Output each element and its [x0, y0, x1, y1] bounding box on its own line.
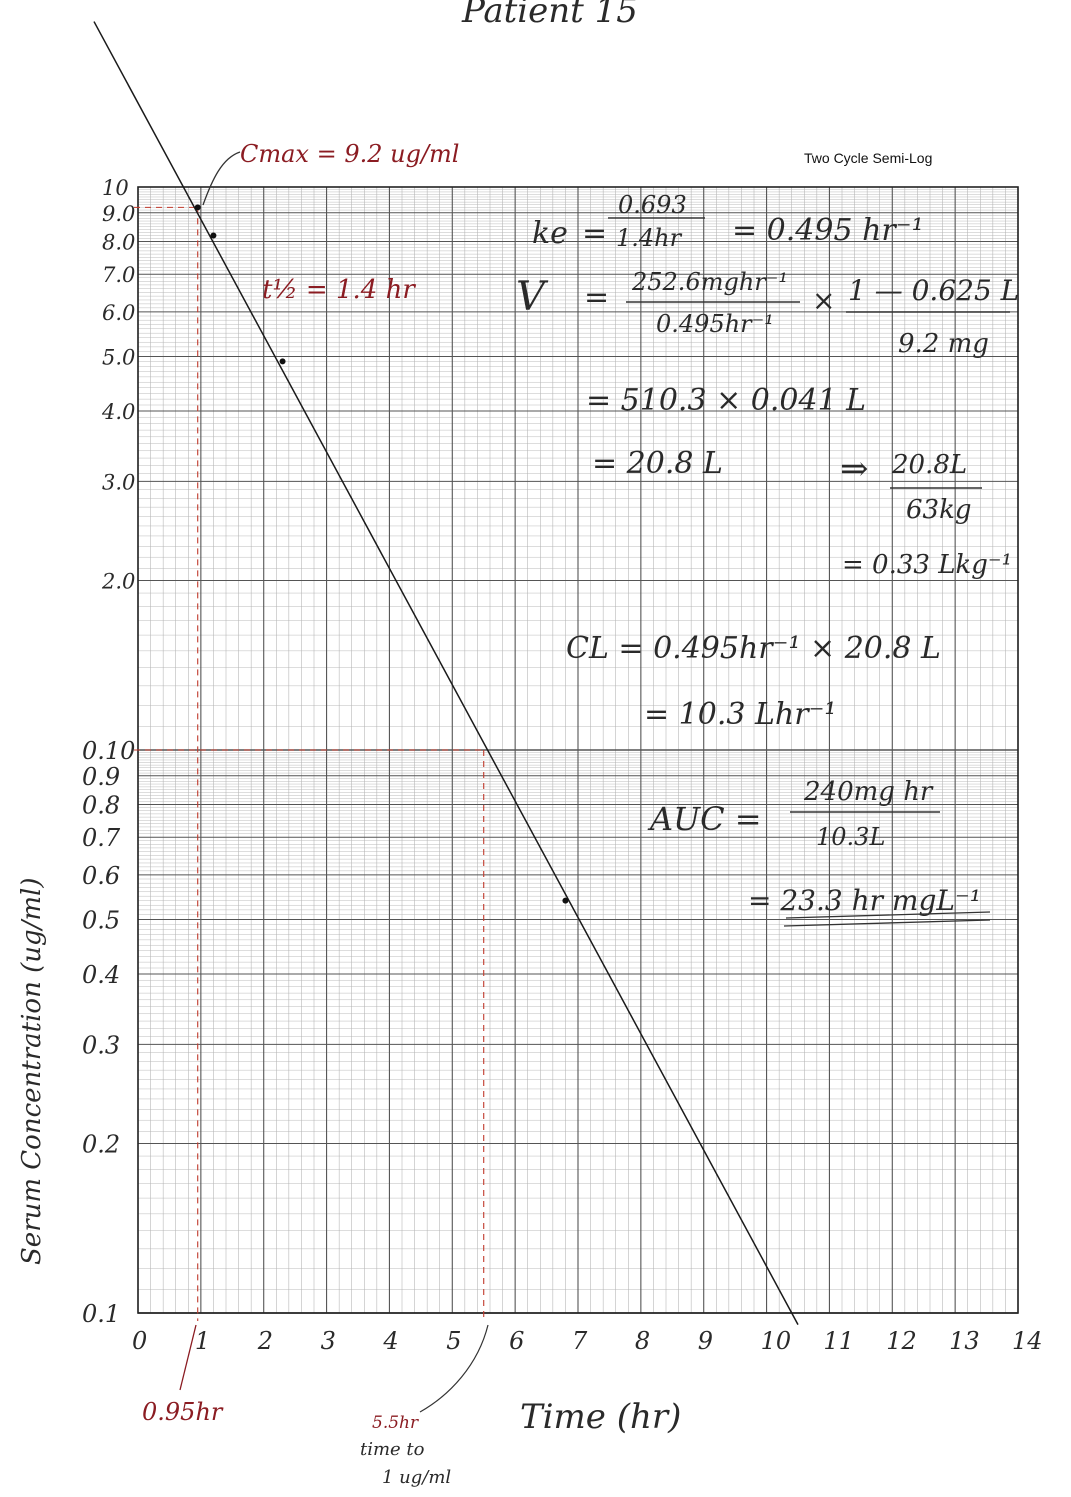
x-tick-label: 8 [635, 1327, 650, 1355]
y-tick-label: 2.0 [101, 570, 135, 594]
x-tick-label: 4 [382, 1327, 398, 1355]
x-tick-label: 6 [509, 1327, 524, 1355]
fit-line [93, 21, 799, 1325]
data-point [562, 897, 569, 904]
y-tick-label: 0.1 [82, 1300, 120, 1328]
v-times: × [812, 284, 835, 317]
x-tick-label: 0 [132, 1327, 147, 1355]
v-per-kg-numerator: 20.8L [891, 450, 967, 480]
cmax-annotation: Cmax = 9.2 ug/ml [240, 140, 459, 168]
ke-equals: = [582, 216, 607, 251]
data-point [279, 358, 286, 365]
x-axis-title: Time (hr) [520, 1397, 681, 1437]
x-tick-label: 13 [949, 1327, 980, 1355]
y-tick-label: 0.6 [82, 862, 120, 890]
v-per-kg-result: = 0.33 Lkg⁻¹ [842, 550, 1012, 580]
cl-line-1: CL = 0.495hr⁻¹ × 20.8 L [566, 631, 941, 666]
y-tick-label: 0.10 [82, 737, 135, 765]
cl-line-2: = 10.3 Lhr⁻¹ [644, 697, 836, 732]
y-tick-label: 7.0 [102, 263, 135, 287]
x-tick-label: 1 [195, 1327, 210, 1355]
x-tick-label: 3 [321, 1327, 336, 1355]
data-point [194, 204, 201, 211]
v-denominator: 0.495hr⁻¹ [656, 310, 774, 338]
x-tick-label: 12 [886, 1327, 917, 1355]
page-title: Patient 15 [461, 0, 638, 31]
y-tick-label: 0.2 [82, 1131, 120, 1159]
v-fraction2-numerator: 1 — 0.625 L [848, 274, 1019, 307]
y-tick-label: 0.3 [82, 1031, 120, 1059]
data-points [194, 204, 569, 904]
y-tick-label: 3.0 [102, 470, 135, 494]
x-tick-labels: 0 1 2 3 4 5 6 7 8 9 10 11 12 13 14 [132, 1327, 1043, 1355]
one-ug-leader [419, 1324, 489, 1413]
y-tick-label: 10 [102, 176, 129, 200]
one-ug-note-2: 1 ug/ml [382, 1467, 451, 1488]
y-tick-label: 0.9 [82, 763, 120, 791]
y-tick-label: 4.0 [101, 400, 135, 424]
auc-numerator: 240mg hr [803, 777, 934, 807]
v-line-2: = 510.3 × 0.041 L [586, 383, 866, 418]
y-tick-labels: 109.0 8.0 7.0 6.0 5.0 4.0 3.0 2.0 0.100.90.8 0.7 0… [82, 176, 135, 1328]
guide-lines [134, 206, 485, 1321]
y-tick-label: 0.8 [82, 792, 120, 820]
v-per-kg-denominator: 63kg [906, 495, 971, 525]
one-ug-time-label: 5.5hr [372, 1413, 419, 1433]
v-line-3: = 20.8 L [592, 446, 723, 481]
paper-label: Two Cycle Semi-Log [804, 150, 932, 166]
cmax-time-label: 0.95hr [142, 1398, 224, 1426]
v-equals: = [584, 280, 609, 315]
x-tick-label: 9 [698, 1327, 713, 1355]
x-tick-label: 7 [572, 1327, 588, 1355]
v-label: V [516, 274, 549, 320]
ke-label: ke [532, 216, 568, 251]
ke-denominator: 1.4hr [616, 224, 683, 252]
one-ug-note-1: time to [360, 1439, 425, 1460]
x-tick-label: 2 [257, 1327, 273, 1355]
implies-arrow: ⇒ [840, 449, 869, 489]
cmax-leader [202, 151, 241, 206]
auc-result: = 23.3 hr mgL⁻¹ [748, 884, 981, 917]
regression-line [93, 21, 799, 1325]
auc-label: AUC = [647, 800, 762, 838]
x-tick-label: 11 [823, 1327, 854, 1355]
data-point [210, 232, 217, 239]
half-life-annotation: t½ = 1.4 hr [262, 275, 416, 305]
x-tick-label: 14 [1012, 1327, 1043, 1355]
calculations: ke = 0.693 1.4hr = 0.495 hr⁻¹ V = 252.6m… [516, 191, 1019, 927]
x-tick-label: 5 [446, 1327, 461, 1355]
cmax-time-leader [179, 1324, 197, 1391]
auc-underline-1 [785, 911, 991, 919]
auc-underline-2 [783, 919, 991, 927]
y-tick-label: 0.4 [82, 961, 120, 989]
y-tick-label: 8.0 [102, 231, 135, 255]
y-axis-title: Serum Concentration (ug/ml) [17, 878, 47, 1266]
y-tick-label: 0.5 [82, 906, 120, 934]
auc-denominator: 10.3L [816, 823, 885, 851]
x-tick-label: 10 [761, 1327, 792, 1355]
ke-result: = 0.495 hr⁻¹ [732, 213, 924, 248]
y-tick-label: 5.0 [102, 345, 135, 369]
y-tick-label: 0.7 [82, 824, 121, 852]
y-tick-label: 9.0 [102, 202, 135, 226]
v-fraction2-denominator: 9.2 mg [898, 329, 989, 359]
y-tick-label: 6.0 [102, 301, 135, 325]
ke-numerator: 0.693 [618, 191, 687, 219]
v-numerator: 252.6mghr⁻¹ [631, 268, 788, 296]
